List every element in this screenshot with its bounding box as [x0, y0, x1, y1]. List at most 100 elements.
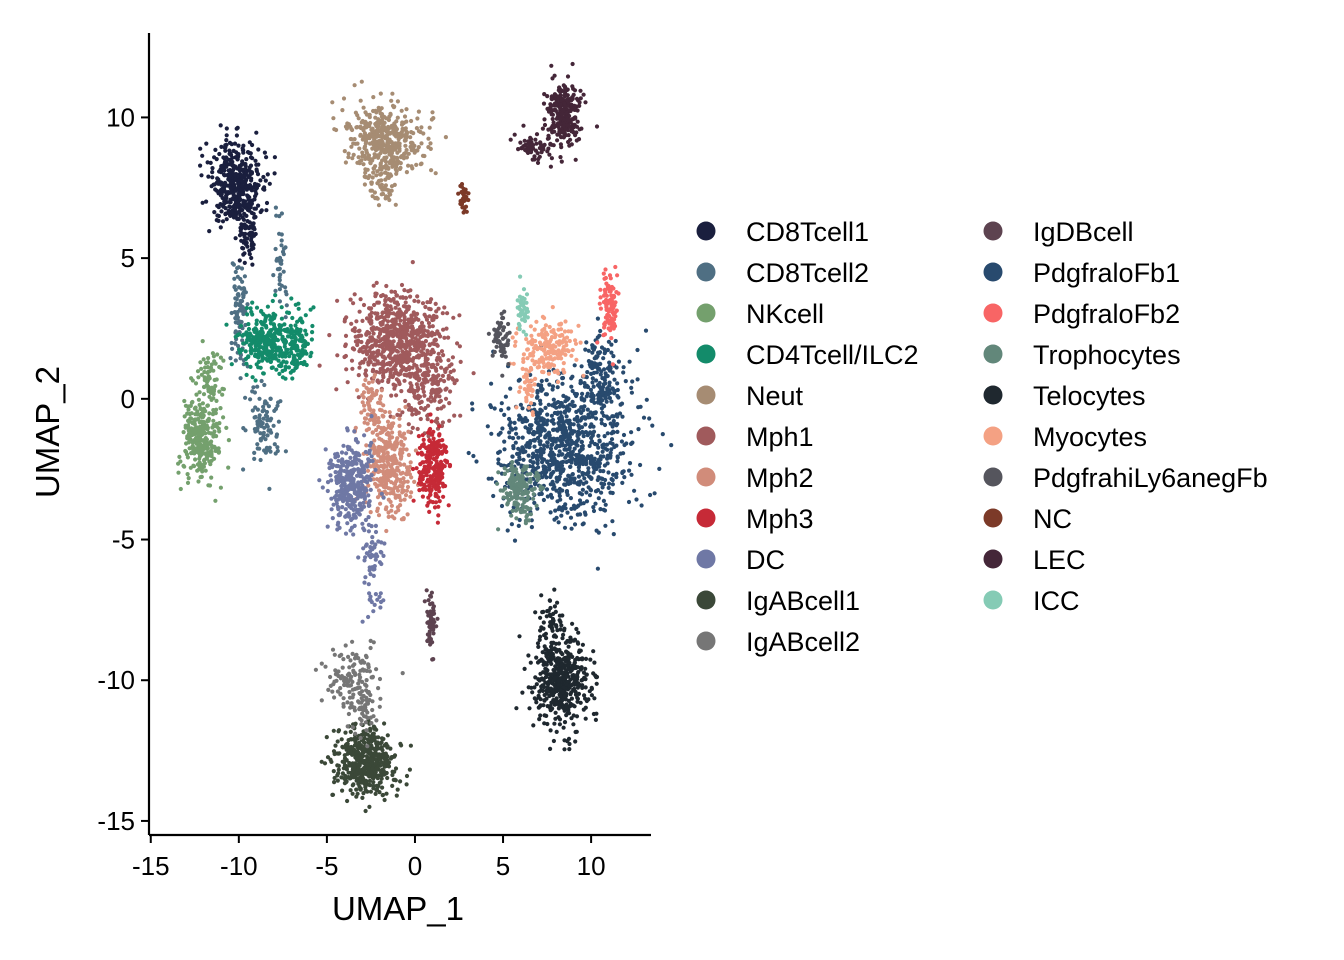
data-point	[178, 486, 183, 492]
data-point	[207, 441, 212, 446]
data-point	[248, 163, 254, 168]
data-point	[215, 203, 220, 208]
data-point	[361, 500, 366, 505]
data-point	[438, 334, 443, 339]
data-point	[244, 330, 249, 335]
data-point	[272, 155, 277, 160]
data-point	[387, 138, 392, 143]
data-point	[224, 126, 229, 131]
data-point	[398, 450, 403, 455]
data-point	[606, 485, 611, 490]
data-point	[231, 168, 236, 173]
data-point	[260, 321, 265, 326]
data-point	[199, 372, 204, 377]
data-point	[407, 472, 412, 477]
data-point	[359, 79, 364, 84]
data-point	[419, 353, 424, 358]
data-point	[233, 236, 238, 241]
data-point	[390, 343, 395, 348]
data-point	[327, 465, 332, 471]
data-point	[428, 602, 433, 607]
data-point	[398, 741, 403, 747]
data-point	[378, 780, 383, 785]
data-point	[410, 140, 415, 145]
data-point	[357, 707, 362, 712]
data-point	[349, 358, 355, 363]
data-point	[346, 654, 351, 660]
data-point	[231, 192, 236, 197]
data-point	[371, 129, 376, 134]
data-point	[378, 162, 383, 167]
data-point	[430, 317, 435, 323]
data-point	[410, 166, 415, 171]
data-point	[398, 353, 403, 358]
data-point	[384, 313, 389, 319]
data-point	[283, 289, 288, 294]
data-point	[257, 396, 262, 401]
data-point	[429, 117, 434, 122]
data-point	[381, 368, 386, 373]
data-point	[364, 385, 369, 390]
data-point	[593, 501, 598, 506]
data-point	[427, 509, 432, 514]
data-point	[220, 167, 226, 172]
data-point	[443, 387, 448, 392]
data-point	[223, 190, 228, 195]
data-point	[390, 162, 395, 167]
data-point	[377, 594, 382, 600]
data-point	[611, 532, 616, 537]
data-point	[382, 187, 387, 192]
data-point	[206, 374, 212, 379]
data-point	[271, 273, 276, 278]
data-point	[241, 143, 246, 148]
data-point	[273, 205, 278, 210]
data-point	[344, 764, 349, 769]
data-point	[201, 384, 207, 390]
data-point	[336, 673, 341, 679]
data-point	[412, 317, 417, 322]
data-point	[192, 429, 197, 434]
data-point	[379, 342, 384, 348]
data-point	[373, 529, 379, 535]
data-point	[201, 438, 206, 443]
data-point	[253, 414, 258, 420]
data-point	[505, 528, 510, 533]
data-point	[371, 166, 376, 171]
data-point	[292, 340, 297, 345]
data-point	[375, 740, 380, 745]
data-point	[344, 491, 349, 496]
data-point	[245, 193, 250, 198]
data-point	[184, 441, 189, 446]
data-point	[363, 345, 368, 350]
data-point	[358, 755, 363, 760]
data-point	[359, 474, 364, 479]
data-point	[373, 139, 378, 144]
data-point	[610, 478, 615, 483]
data-point	[600, 449, 605, 454]
data-point	[405, 484, 411, 490]
data-point	[365, 744, 370, 749]
data-point	[390, 91, 395, 96]
data-point	[235, 157, 240, 162]
data-point	[376, 108, 381, 113]
data-point	[257, 413, 262, 418]
data-point	[376, 348, 381, 353]
data-point	[403, 295, 409, 300]
data-point	[226, 438, 231, 443]
data-point	[390, 467, 395, 472]
data-point	[422, 352, 428, 357]
data-point	[394, 479, 399, 484]
data-point	[399, 312, 404, 317]
data-point	[375, 379, 380, 384]
data-point	[211, 396, 216, 401]
data-point	[250, 375, 255, 380]
data-point	[225, 183, 230, 188]
data-point	[277, 371, 282, 376]
data-point	[349, 144, 354, 149]
data-point	[426, 145, 431, 150]
data-point	[353, 514, 358, 519]
data-point	[187, 446, 192, 451]
data-point	[336, 669, 341, 674]
data-point	[411, 310, 416, 315]
data-point	[360, 780, 365, 785]
